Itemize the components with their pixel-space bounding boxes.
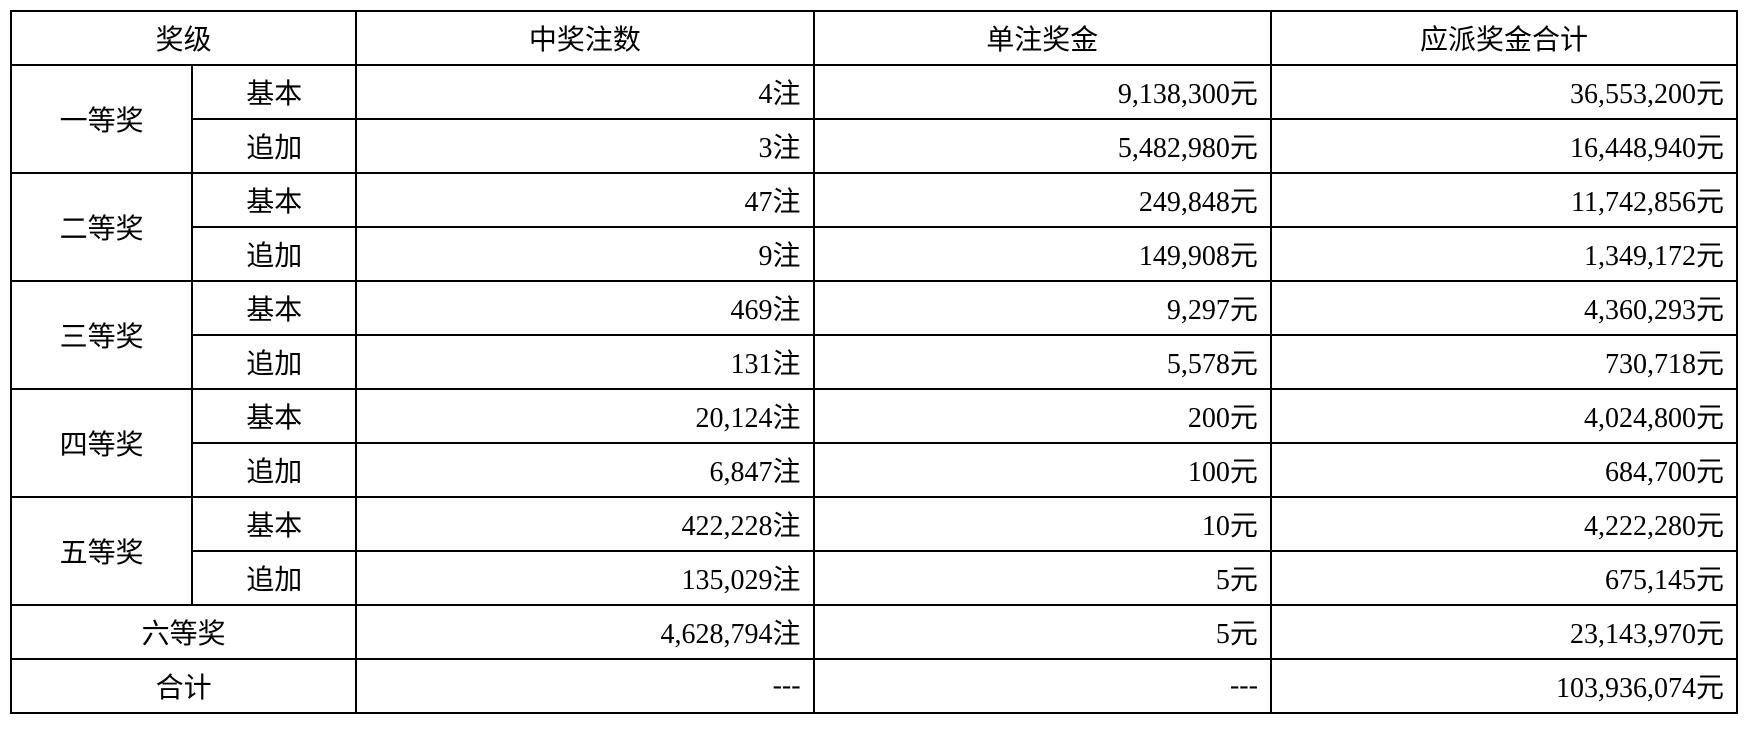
subtype-cell: 基本 — [192, 497, 356, 551]
header-count: 中奖注数 — [356, 11, 813, 65]
total-cell: 16,448,940元 — [1271, 119, 1737, 173]
tier-name-cell: 六等奖 — [11, 605, 356, 659]
total-cell: 23,143,970元 — [1271, 605, 1737, 659]
table-row: 四等奖基本20,124注200元4,024,800元 — [11, 389, 1737, 443]
unit-prize-cell: 249,848元 — [814, 173, 1271, 227]
total-cell: 675,145元 — [1271, 551, 1737, 605]
unit-prize-cell: 9,297元 — [814, 281, 1271, 335]
header-unit-prize: 单注奖金 — [814, 11, 1271, 65]
subtype-cell: 追加 — [192, 335, 356, 389]
subtype-cell: 追加 — [192, 551, 356, 605]
total-cell: 4,360,293元 — [1271, 281, 1737, 335]
subtype-cell: 追加 — [192, 119, 356, 173]
subtype-cell: 基本 — [192, 173, 356, 227]
count-cell: 3注 — [356, 119, 813, 173]
unit-prize-cell: 10元 — [814, 497, 1271, 551]
total-cell: 4,222,280元 — [1271, 497, 1737, 551]
total-row: 合计------103,936,074元 — [11, 659, 1737, 713]
count-cell: 6,847注 — [356, 443, 813, 497]
total-cell: 103,936,074元 — [1271, 659, 1737, 713]
total-cell: 36,553,200元 — [1271, 65, 1737, 119]
table-row: 追加131注5,578元730,718元 — [11, 335, 1737, 389]
unit-prize-cell: 5,578元 — [814, 335, 1271, 389]
subtype-cell: 追加 — [192, 227, 356, 281]
total-cell: 1,349,172元 — [1271, 227, 1737, 281]
table-row: 追加9注149,908元1,349,172元 — [11, 227, 1737, 281]
subtype-cell: 追加 — [192, 443, 356, 497]
tier-name-cell: 一等奖 — [11, 65, 192, 173]
unit-prize-cell: 5元 — [814, 605, 1271, 659]
table-row: 一等奖基本4注9,138,300元36,553,200元 — [11, 65, 1737, 119]
count-cell: 4注 — [356, 65, 813, 119]
count-cell: 131注 — [356, 335, 813, 389]
subtype-cell: 基本 — [192, 389, 356, 443]
total-cell: 730,718元 — [1271, 335, 1737, 389]
tier-name-cell: 二等奖 — [11, 173, 192, 281]
table-row: 追加135,029注5元675,145元 — [11, 551, 1737, 605]
count-cell: 9注 — [356, 227, 813, 281]
count-cell: --- — [356, 659, 813, 713]
count-cell: 47注 — [356, 173, 813, 227]
total-cell: 684,700元 — [1271, 443, 1737, 497]
header-tier: 奖级 — [11, 11, 356, 65]
total-cell: 11,742,856元 — [1271, 173, 1737, 227]
unit-prize-cell: 100元 — [814, 443, 1271, 497]
subtype-cell: 基本 — [192, 281, 356, 335]
count-cell: 422,228注 — [356, 497, 813, 551]
unit-prize-cell: 149,908元 — [814, 227, 1271, 281]
tier-name-cell: 五等奖 — [11, 497, 192, 605]
tier-name-cell: 四等奖 — [11, 389, 192, 497]
header-total-prize: 应派奖金合计 — [1271, 11, 1737, 65]
header-row: 奖级 中奖注数 单注奖金 应派奖金合计 — [11, 11, 1737, 65]
table-row: 二等奖基本47注249,848元11,742,856元 — [11, 173, 1737, 227]
subtype-cell: 基本 — [192, 65, 356, 119]
total-label-cell: 合计 — [11, 659, 356, 713]
total-cell: 4,024,800元 — [1271, 389, 1737, 443]
count-cell: 469注 — [356, 281, 813, 335]
tier-name-cell: 三等奖 — [11, 281, 192, 389]
table-row: 三等奖基本469注9,297元4,360,293元 — [11, 281, 1737, 335]
prize-table: 奖级 中奖注数 单注奖金 应派奖金合计 一等奖基本4注9,138,300元36,… — [10, 10, 1738, 714]
count-cell: 4,628,794注 — [356, 605, 813, 659]
unit-prize-cell: 5,482,980元 — [814, 119, 1271, 173]
table-row: 五等奖基本422,228注10元4,222,280元 — [11, 497, 1737, 551]
count-cell: 135,029注 — [356, 551, 813, 605]
table-row: 追加6,847注100元684,700元 — [11, 443, 1737, 497]
unit-prize-cell: 9,138,300元 — [814, 65, 1271, 119]
table-row: 六等奖4,628,794注5元23,143,970元 — [11, 605, 1737, 659]
table-row: 追加3注5,482,980元16,448,940元 — [11, 119, 1737, 173]
unit-prize-cell: --- — [814, 659, 1271, 713]
count-cell: 20,124注 — [356, 389, 813, 443]
unit-prize-cell: 5元 — [814, 551, 1271, 605]
unit-prize-cell: 200元 — [814, 389, 1271, 443]
